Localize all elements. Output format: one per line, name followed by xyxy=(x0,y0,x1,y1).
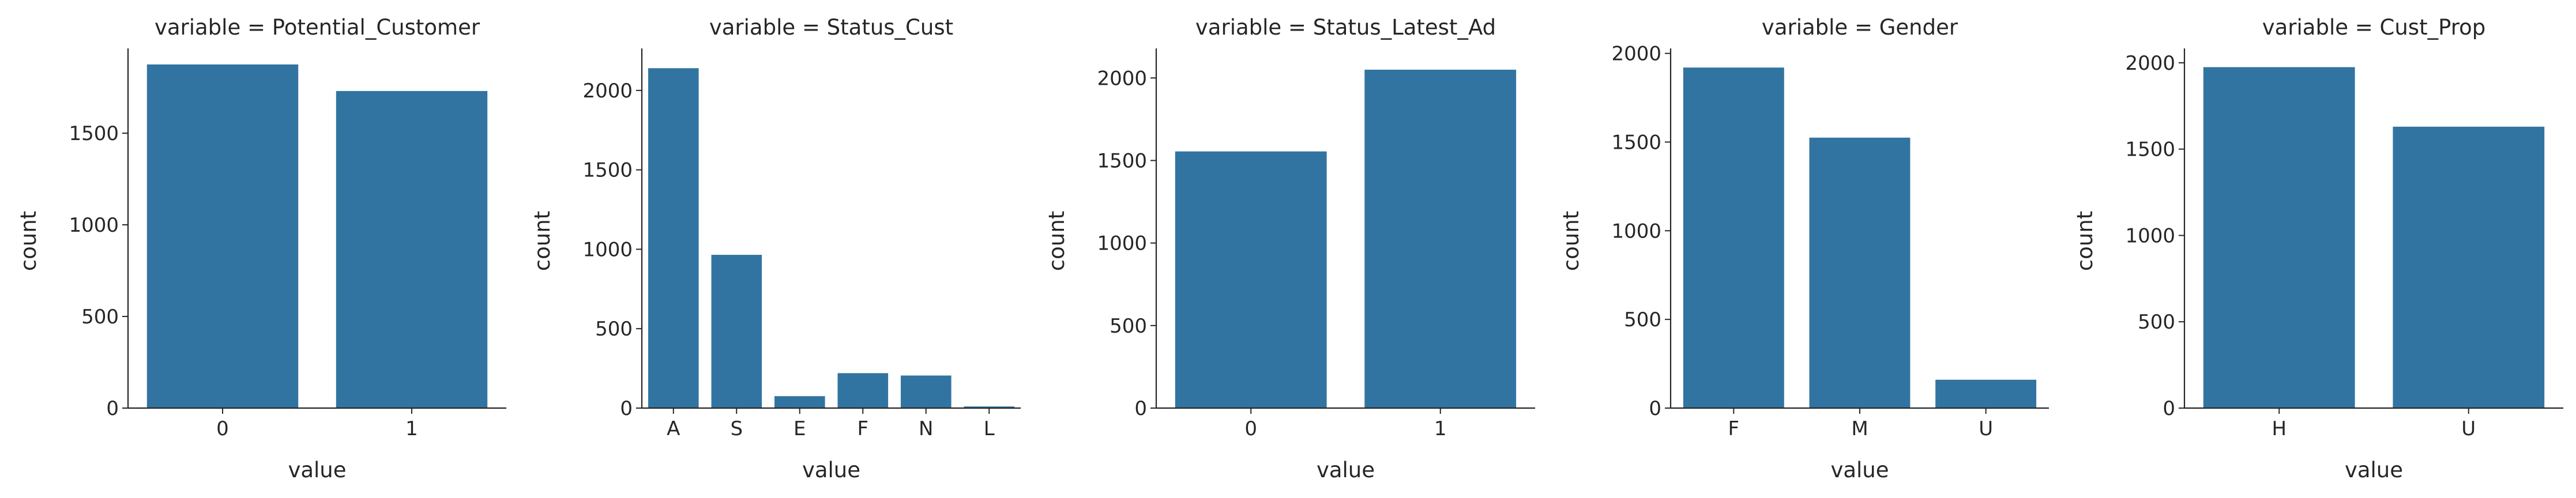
facet-panel-2: 0 500 1000 1500 2000 0 1 variable = Status_Late… xyxy=(1044,15,1535,482)
bar-M xyxy=(1809,137,1911,409)
x-axis-label: value xyxy=(2345,458,2403,482)
y-tick-label: 2000 xyxy=(1097,67,1147,90)
bar-1 xyxy=(336,90,488,408)
y-tick-label: 1500 xyxy=(69,122,119,145)
x-tick-label: 0 xyxy=(1244,417,1257,440)
y-axis-label: count xyxy=(530,211,555,271)
y-tick-label: 1500 xyxy=(1097,149,1147,172)
y-tick-label: 1000 xyxy=(2125,224,2175,247)
y-tick-label: 2000 xyxy=(2125,52,2175,75)
x-tick-label: N xyxy=(919,417,933,440)
y-axis-label: count xyxy=(1044,211,1069,271)
y-tick-label: 1500 xyxy=(582,159,633,182)
bar-0 xyxy=(146,64,299,409)
facet-title: variable = Cust_Prop xyxy=(2262,15,2486,40)
y-tick-label: 1000 xyxy=(69,214,119,237)
x-tick-label: S xyxy=(730,417,743,440)
x-tick-label: L xyxy=(984,417,995,440)
x-tick-label: U xyxy=(2461,417,2476,440)
y-tick-label: 2000 xyxy=(1611,43,1661,66)
x-tick-label: F xyxy=(857,417,868,440)
x-axis-label: value xyxy=(1830,458,1889,482)
y-axis-label: count xyxy=(1559,211,1584,271)
x-tick-label: 0 xyxy=(216,417,229,440)
y-tick-label: 0 xyxy=(2163,397,2175,420)
y-tick-label: 1000 xyxy=(1611,220,1661,243)
bar-F xyxy=(837,373,889,408)
y-tick-label: 0 xyxy=(620,397,633,420)
bar-F xyxy=(1683,67,1784,408)
bar-1 xyxy=(1364,69,1517,408)
bar-S xyxy=(711,255,762,408)
bar-U xyxy=(1935,379,2037,408)
x-axis-label: value xyxy=(288,458,346,482)
y-tick-label: 0 xyxy=(106,397,119,420)
x-tick-label: U xyxy=(1979,417,1993,440)
y-tick-label: 1000 xyxy=(582,238,633,261)
x-tick-label: 1 xyxy=(1434,417,1447,440)
y-tick-label: 0 xyxy=(1134,397,1147,420)
facet-panel-0: 0 500 1000 1500 0 1 variable = Potential_Custo… xyxy=(16,15,506,482)
x-tick-label: M xyxy=(1851,417,1868,440)
facet-title: variable = Potential_Customer xyxy=(155,15,480,40)
y-tick-label: 2000 xyxy=(582,80,633,103)
bar-U xyxy=(2393,126,2545,409)
y-axis-label: count xyxy=(16,211,41,271)
bar-E xyxy=(774,396,825,408)
y-tick-label: 500 xyxy=(1110,315,1147,338)
y-tick-label: 500 xyxy=(1624,308,1661,331)
x-tick-label: F xyxy=(1728,417,1740,440)
y-tick-label: 500 xyxy=(595,318,633,341)
facet-title: variable = Status_Cust xyxy=(709,15,953,40)
bar-0 xyxy=(1175,151,1327,408)
facet-title: variable = Gender xyxy=(1762,15,1958,40)
x-tick-label: H xyxy=(2272,417,2287,440)
facet-title: variable = Status_Latest_Ad xyxy=(1195,15,1496,40)
bar-H xyxy=(2203,67,2355,408)
x-tick-label: 1 xyxy=(405,417,418,440)
y-tick-label: 0 xyxy=(1649,397,1661,420)
y-tick-label: 1500 xyxy=(1611,131,1661,154)
x-tick-label: E xyxy=(794,417,806,440)
y-axis-label: count xyxy=(2073,211,2097,271)
bar-N xyxy=(901,375,952,408)
bar-A xyxy=(648,68,699,409)
x-tick-label: A xyxy=(667,417,680,440)
x-axis-label: value xyxy=(802,458,860,482)
bar-L xyxy=(964,406,1015,408)
y-tick-label: 1500 xyxy=(2125,138,2175,161)
y-tick-label: 500 xyxy=(2138,311,2175,334)
y-tick-label: 1000 xyxy=(1097,232,1147,255)
y-tick-label: 500 xyxy=(81,305,119,329)
x-axis-label: value xyxy=(1317,458,1375,482)
